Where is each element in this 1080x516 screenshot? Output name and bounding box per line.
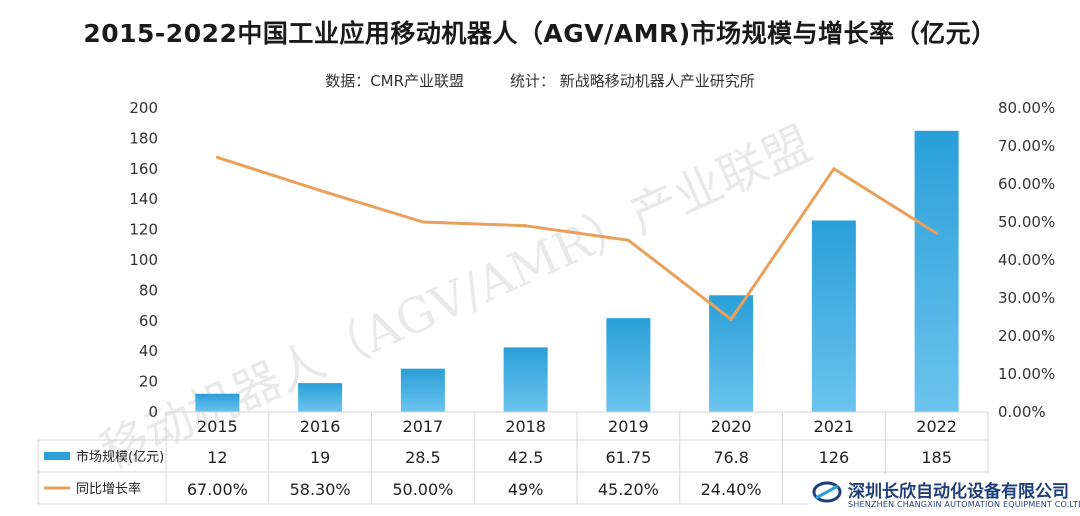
growth-point-2020 — [729, 317, 733, 321]
source-note: 数据：CMR产业联盟 — [325, 72, 465, 90]
data-table: 2015 2016 2017 2018 2019 2020 2021 2022 市场规模(亿元)… — [37, 411, 989, 505]
growth-point-2018 — [524, 224, 528, 228]
bar-2022 — [914, 130, 959, 413]
category-label: 2015 — [197, 417, 238, 436]
growth-value-label: 49% — [508, 480, 544, 499]
category-label: 2021 — [814, 417, 855, 436]
left-axis-tick: 20 — [139, 373, 158, 391]
bar-value-label: 28.5 — [405, 448, 441, 467]
bar-2020 — [709, 295, 754, 412]
bar-2018 — [503, 347, 548, 412]
right-axis-tick: 70.00% — [998, 137, 1055, 155]
right-axis-tick: 60.00% — [998, 175, 1055, 193]
right-axis-tick: 40.00% — [998, 251, 1055, 269]
left-axis-tick: 0 — [148, 403, 158, 421]
chart-subtitle: 数据：CMR产业联盟 统计： 新战略移动机器人产业研究所 — [0, 70, 1080, 91]
bar-2015 — [195, 393, 240, 412]
chart-title: 2015-2022中国工业应用移动机器人（AGV/AMR)市场规模与增长率（亿元… — [83, 19, 997, 48]
right-axis-tick: 80.00% — [998, 99, 1055, 117]
left-axis: 0 20 40 60 80 100 120 140 160 180 200 — [129, 99, 158, 421]
growth-value-label: 45.20% — [598, 480, 659, 499]
growth-point-2021 — [832, 167, 836, 171]
category-label: 2017 — [403, 417, 444, 436]
category-label: 2019 — [608, 417, 649, 436]
bar-value-label: 42.5 — [508, 448, 544, 467]
right-axis-tick: 30.00% — [998, 289, 1055, 307]
left-axis-tick: 200 — [129, 99, 158, 117]
company-name: 深圳长欣自动化设备有限公司 — [848, 482, 1069, 502]
left-axis-tick: 120 — [129, 221, 158, 239]
right-axis-tick: 50.00% — [998, 213, 1055, 231]
category-label: 2016 — [300, 417, 341, 436]
bar-value-label: 61.75 — [605, 448, 651, 467]
growth-value-label: 58.30% — [290, 480, 351, 499]
left-axis-tick: 40 — [139, 342, 158, 360]
growth-point-2015 — [215, 155, 219, 159]
stats-note: 统计： 新战略移动机器人产业研究所 — [510, 72, 755, 90]
bar-2017 — [400, 368, 445, 412]
category-label: 2020 — [711, 417, 752, 436]
right-axis-tick: 20.00% — [998, 327, 1055, 345]
growth-value-label: 50.00% — [392, 480, 453, 499]
legend-bar-swatch — [44, 452, 70, 460]
bar-value-label: 126 — [819, 448, 850, 467]
right-axis: 0.00% 10.00% 20.00% 30.00% 40.00% 50.00% 60.00… — [998, 99, 1055, 421]
bar-2019 — [606, 318, 651, 412]
company-name-en: SHENZHEN CHANGXIN AUTOMATION EQUIPMENT C… — [848, 500, 1080, 509]
category-label: 2018 — [505, 417, 546, 436]
left-axis-tick: 180 — [129, 129, 158, 147]
bar-2021 — [811, 220, 856, 412]
category-label: 2022 — [916, 417, 957, 436]
left-axis-tick: 80 — [139, 281, 158, 299]
company-badge: 深圳长欣自动化设备有限公司 SHENZHEN CHANGXIN AUTOMATI… — [808, 474, 1080, 516]
line-series — [215, 155, 939, 321]
bar-series — [195, 130, 959, 413]
growth-point-2016 — [318, 188, 322, 192]
left-axis-tick: 100 — [129, 251, 158, 269]
growth-rate-line — [216, 155, 938, 321]
growth-point-2022 — [935, 231, 939, 235]
growth-point-2017 — [421, 220, 425, 224]
bar-2016 — [298, 383, 343, 412]
left-axis-tick: 160 — [129, 160, 158, 178]
bar-value-label: 76.8 — [713, 448, 749, 467]
growth-value-label: 24.40% — [701, 480, 762, 499]
left-axis-tick: 60 — [139, 312, 158, 330]
bar-value-label: 19 — [310, 448, 330, 467]
growth-value-label: 67.00% — [187, 480, 248, 499]
left-axis-tick: 140 — [129, 190, 158, 208]
right-axis-tick: 0.00% — [998, 403, 1046, 421]
legend-line-label: 同比增长率 — [76, 481, 141, 497]
bar-value-label: 185 — [921, 448, 952, 467]
growth-point-2019 — [626, 238, 630, 242]
company-logo-icon — [812, 481, 842, 503]
right-axis-tick: 10.00% — [998, 365, 1055, 383]
legend-bar-label: 市场规模(亿元) — [76, 449, 164, 465]
bar-value-label: 12 — [207, 448, 227, 467]
